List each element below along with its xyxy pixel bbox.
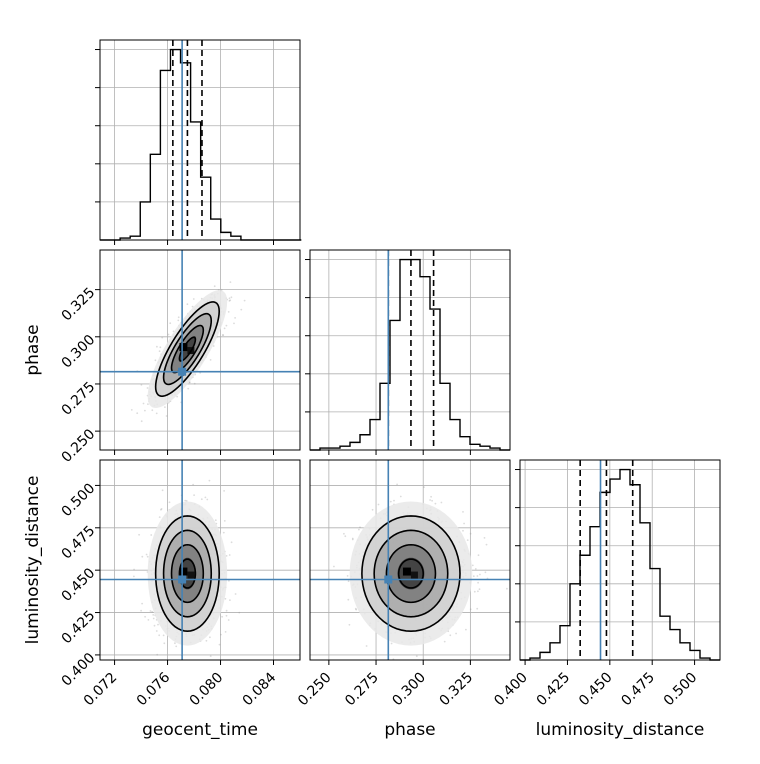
ytick-label-luminosity_distance-0: 0.400 bbox=[59, 650, 99, 690]
xtick-label-phase-2: 0.300 bbox=[389, 670, 429, 710]
yaxis-label-luminosity_distance: luminosity_distance bbox=[23, 476, 43, 645]
ytick-label-phase-0: 0.250 bbox=[59, 426, 99, 466]
hist-bg-luminosity_distance bbox=[520, 460, 720, 660]
xtick-label-luminosity_distance-2: 0.450 bbox=[576, 670, 616, 710]
contour-phase-vs-luminosity_distance-0 bbox=[397, 558, 425, 589]
xtick-label-geocent_time-2: 0.080 bbox=[187, 670, 227, 710]
contour-geocent_time-vs-phase-2 bbox=[162, 312, 213, 386]
ytick-label-luminosity_distance-1: 0.425 bbox=[59, 608, 99, 648]
xtick-label-geocent_time-0: 0.072 bbox=[81, 670, 121, 710]
pair-panel-geocent_time-vs-luminosity_distance bbox=[95, 459, 301, 665]
contour-phase-vs-luminosity_distance-2 bbox=[373, 529, 449, 618]
contour-geocent_time-vs-luminosity_distance-2 bbox=[162, 529, 213, 618]
density-core-geocent_time-vs-luminosity_distance-0 bbox=[179, 567, 188, 576]
hist-panel-phase bbox=[305, 249, 511, 455]
pair-content-geocent_time-vs-phase bbox=[100, 250, 300, 450]
xtick-label-phase-0: 0.250 bbox=[295, 670, 335, 710]
xtick-label-luminosity_distance-1: 0.425 bbox=[534, 670, 574, 710]
xtick-label-luminosity_distance-0: 0.400 bbox=[491, 670, 531, 710]
pair-panel-geocent_time-vs-phase bbox=[95, 249, 301, 455]
pair-content-phase-vs-luminosity_distance bbox=[310, 460, 510, 660]
xtick-label-geocent_time-1: 0.076 bbox=[134, 669, 174, 709]
pair-panel-phase-vs-luminosity_distance bbox=[309, 459, 511, 665]
density-core-phase-vs-luminosity_distance-1 bbox=[410, 571, 418, 579]
yaxis-label-phase: phase bbox=[23, 324, 43, 375]
xaxis-label-luminosity_distance: luminosity_distance bbox=[536, 720, 705, 740]
xtick-label-luminosity_distance-3: 0.475 bbox=[618, 670, 658, 710]
contour-geocent_time-vs-phase-0 bbox=[178, 336, 197, 362]
ytick-label-phase-2: 0.300 bbox=[59, 332, 99, 372]
xaxis-label-geocent_time: geocent_time bbox=[142, 720, 258, 740]
ytick-label-luminosity_distance-3: 0.475 bbox=[59, 523, 99, 563]
ytick-label-luminosity_distance-2: 0.450 bbox=[59, 565, 99, 605]
ytick-label-phase-1: 0.275 bbox=[59, 379, 99, 419]
density-core-geocent_time-vs-luminosity_distance-1 bbox=[187, 571, 195, 579]
contour-phase-vs-luminosity_distance-1 bbox=[385, 543, 437, 604]
hist-bg-phase bbox=[310, 250, 510, 450]
truth-marker-geocent_time-vs-phase bbox=[178, 367, 187, 376]
contour-geocent_time-vs-luminosity_distance-3 bbox=[154, 515, 221, 632]
xaxis-label-phase: phase bbox=[384, 720, 435, 740]
pair-frame-geocent_time-vs-luminosity_distance bbox=[99, 459, 301, 661]
contour-geocent_time-vs-phase-1 bbox=[170, 324, 205, 374]
pair-frame-geocent_time-vs-phase bbox=[99, 249, 301, 451]
truth-marker-geocent_time-vs-luminosity_distance bbox=[178, 575, 187, 584]
xtick-label-luminosity_distance-4: 0.500 bbox=[661, 670, 701, 710]
hist-frame-phase bbox=[309, 249, 511, 451]
ytick-label-luminosity_distance-4: 0.500 bbox=[59, 480, 99, 520]
hist-step-phase bbox=[310, 258, 510, 451]
hist-frame-geocent_time bbox=[99, 39, 301, 241]
xtick-label-geocent_time-3: 0.084 bbox=[240, 669, 280, 709]
xtick-label-phase-3: 0.325 bbox=[437, 670, 477, 710]
pair-content-geocent_time-vs-luminosity_distance bbox=[100, 460, 300, 660]
contour-geocent_time-vs-luminosity_distance-1 bbox=[170, 543, 205, 604]
contour-phase-vs-luminosity_distance-3 bbox=[361, 515, 461, 632]
hist-step-luminosity_distance bbox=[520, 468, 720, 661]
xtick-label-phase-1: 0.275 bbox=[342, 670, 382, 710]
hist-frame-luminosity_distance bbox=[519, 459, 721, 661]
density-core-phase-vs-luminosity_distance-0 bbox=[402, 567, 411, 576]
ytick-label-phase-3: 0.325 bbox=[59, 285, 99, 325]
hist-panel-geocent_time bbox=[95, 39, 302, 245]
hist-panel-luminosity_distance bbox=[515, 459, 721, 665]
contour-geocent_time-vs-luminosity_distance-0 bbox=[178, 558, 197, 589]
truth-marker-phase-vs-luminosity_distance bbox=[384, 575, 393, 584]
pair-frame-phase-vs-luminosity_distance bbox=[309, 459, 511, 661]
contour-geocent_time-vs-phase-3 bbox=[154, 301, 221, 397]
